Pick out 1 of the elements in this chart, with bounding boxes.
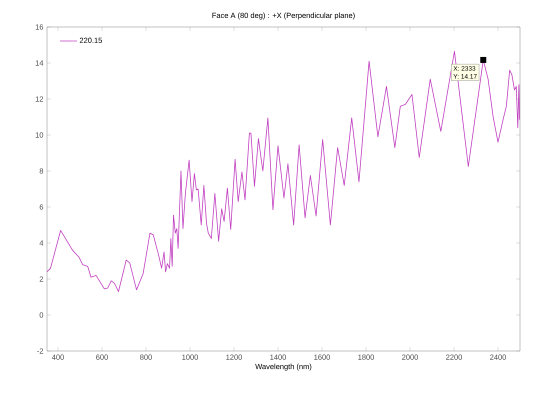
line-series bbox=[46, 50, 520, 292]
